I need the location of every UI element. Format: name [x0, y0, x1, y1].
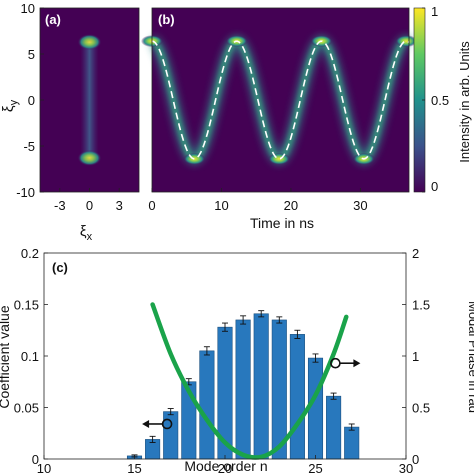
- panel-a-y-tick-label: 5: [28, 47, 35, 62]
- panel-a-x-tick-label: -3: [54, 198, 66, 213]
- panel-a-y-label: ξy: [0, 99, 20, 112]
- panel-c-axis-markers: [142, 357, 361, 430]
- panel-a-x-label-main: ξ: [80, 223, 87, 240]
- panel-c-label: (c): [52, 260, 68, 275]
- panel-a-x-tick-label: 3: [116, 198, 123, 213]
- panel-c-marker-circle: [161, 418, 173, 430]
- panel-c-x-tick-label: 30: [399, 461, 413, 474]
- panel-a-y-tick-label: 10: [21, 1, 35, 16]
- panel-b-x-ticks: 0 10 20 30: [148, 188, 368, 213]
- panel-c-x-tick-label: 20: [218, 461, 232, 474]
- panel-c-y2-tick-label: 1.5: [412, 298, 430, 313]
- panel-c-y2-tick-label: 1: [412, 349, 419, 364]
- panel-a-y-tick-label: 0: [28, 93, 35, 108]
- panel-c-y-tick-label: 0.2: [21, 246, 39, 261]
- panel-a-x-tick-label: 0: [86, 198, 93, 213]
- panel-a-y-tick-label: -10: [16, 185, 35, 200]
- panel-a-x-label: ξx: [80, 223, 93, 243]
- panel-b-turning-spot: [183, 152, 206, 165]
- panel-b-x-tick-label: 10: [214, 198, 228, 213]
- panel-c-bar: [235, 319, 251, 460]
- panel-c-y2-label: Modal Phase in rad: [466, 301, 474, 413]
- panel-c-x-tick-label: 15: [127, 461, 141, 474]
- panel-b-dashed-trajectory: [151, 40, 410, 160]
- panel-c-x-tick-label: 25: [308, 461, 322, 474]
- panel-a-features: [77, 34, 102, 166]
- panel-a-x-ticks: -3 0 3: [54, 188, 123, 213]
- colorbar: 00.51 Intensity in arb. Units: [413, 4, 472, 194]
- panel-b-x-label: Time in ns: [250, 215, 314, 231]
- panel-c-bar: [199, 350, 215, 460]
- panel-c-y2-tick-label: 0.5: [412, 401, 430, 416]
- panel-c-bar: [344, 426, 360, 460]
- panel-c-y-tick-label: 0.1: [21, 349, 39, 364]
- panel-a-y-label-main: ξ: [0, 105, 17, 112]
- panel-c-y-tick-label: 0.05: [14, 401, 39, 416]
- panel-c-y2-tick-label: 2: [412, 246, 419, 261]
- panel-c-marker-circle: [330, 357, 341, 369]
- panel-c-marker-arrowhead: [353, 359, 361, 368]
- panel-c-y2-tick-label: 0: [412, 452, 419, 467]
- panel-c-bar: [289, 334, 305, 460]
- colorbar-tick-label: 0.5: [431, 93, 449, 108]
- panel-a-band: [80, 42, 99, 158]
- panel-a-spot: [77, 34, 102, 51]
- panel-c-marker-arrowhead: [142, 419, 150, 428]
- panel-b-turning-spot: [395, 35, 418, 48]
- panel-c-y-tick-label: 0.15: [14, 298, 39, 313]
- panel-c-error-bars: [131, 310, 355, 458]
- colorbar-tick-label: 0: [431, 179, 438, 194]
- panel-c-bar: [253, 313, 269, 460]
- panel-a-y-label-sub: y: [8, 99, 20, 105]
- panel-c: (c) 0 0.05 0.1 0.15 0.2 0 0.5 1 1.5 2 10 15 20 25 30…: [0, 246, 474, 474]
- panel-b-x-tick-label: 0: [148, 198, 155, 213]
- panel-c-y-label: Coefficient value: [0, 305, 12, 408]
- panel-a-x-label-sub: x: [87, 231, 93, 243]
- panel-c-phase-curve: [150, 302, 349, 460]
- panel-c-y-ticks: 0 0.05 0.1 0.15 0.2: [14, 246, 48, 467]
- panel-c-y-tick-label: 0: [32, 452, 39, 467]
- panel-a-spot: [77, 149, 102, 166]
- colorbar-tick-label: 1: [431, 4, 438, 19]
- panel-c-y2-ticks: 0 0.5 1 1.5 2: [402, 246, 430, 467]
- panel-b-label: (b): [158, 12, 175, 27]
- panel-b-x-tick-label: 30: [353, 198, 367, 213]
- panel-c-x-ticks: 10 15 20 25 30: [37, 455, 413, 474]
- panel-a-y-tick-label: -5: [23, 139, 35, 154]
- panel-c-bar: [163, 411, 179, 460]
- panel-c-x-tick-label: 10: [37, 461, 51, 474]
- colorbar-ticks: 00.51: [422, 4, 449, 194]
- panel-b-x-tick-label: 20: [284, 198, 298, 213]
- panel-c-x-label: Mode order n: [184, 458, 267, 474]
- panel-a-y-ticks: -10 -5 0 5 10: [16, 1, 44, 200]
- panel-b: (b) 0 10 20 30 Time in ns: [141, 7, 418, 231]
- colorbar-label: Intensity in arb. Units: [457, 41, 472, 163]
- panel-c-bar: [307, 357, 324, 460]
- panel-a-label: (a): [45, 12, 61, 27]
- panel-b-turning-spot: [268, 152, 291, 165]
- panel-c-bar: [326, 395, 342, 460]
- panel-b-frame: [151, 7, 410, 193]
